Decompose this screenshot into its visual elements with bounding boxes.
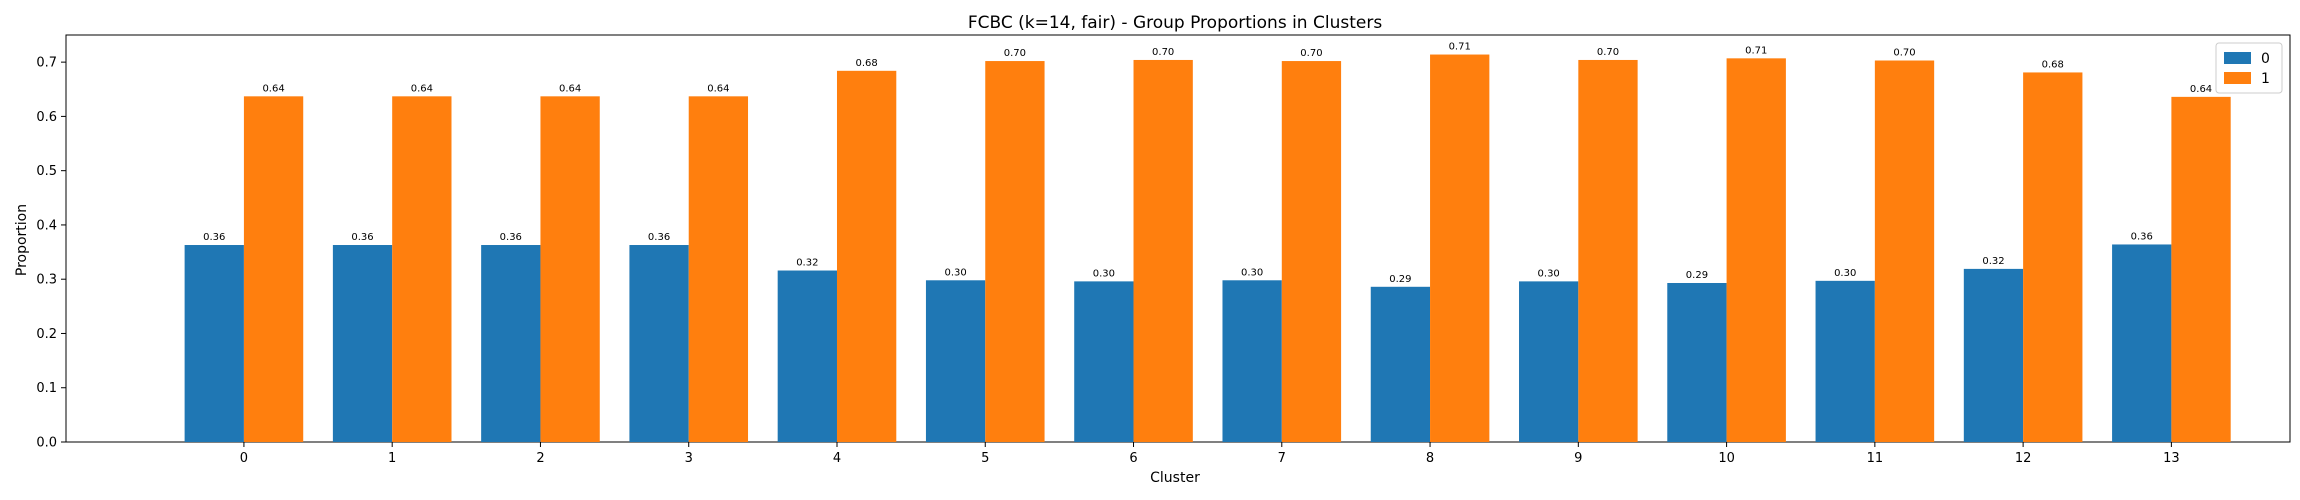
- bar-series-0-cluster-11: [1815, 280, 1875, 442]
- x-tick-label: 1: [388, 451, 396, 466]
- data-label: 0.70: [1597, 47, 1619, 58]
- data-label: 0.68: [2042, 59, 2064, 70]
- chart-title: FCBC (k=14, fair) - Group Proportions in…: [968, 13, 1383, 33]
- x-tick-label: 5: [981, 451, 989, 466]
- data-label: 0.71: [1449, 42, 1471, 53]
- bar-series-1-cluster-6: [1133, 59, 1193, 442]
- legend-label: 1: [2261, 71, 2270, 87]
- y-tick-label: 0.1: [36, 381, 57, 396]
- x-tick-label: 6: [1129, 451, 1137, 466]
- data-label: 0.68: [856, 58, 878, 69]
- x-axis: 0 1 2 3 4 5 6 7 8 9 10 11 12 13: [240, 442, 2180, 466]
- data-label: 0.32: [796, 258, 818, 269]
- x-tick-label: 9: [1574, 451, 1582, 466]
- bar-series-0-cluster-8: [1370, 286, 1431, 442]
- x-tick-label: 8: [1426, 451, 1434, 466]
- bar-series-0-cluster-6: [1074, 281, 1134, 442]
- data-label: 0.29: [1389, 274, 1411, 285]
- bar-series-1-cluster-13: [2171, 96, 2231, 442]
- legend-label: 0: [2261, 51, 2270, 67]
- data-label: 0.36: [2131, 231, 2153, 242]
- x-tick-label: 11: [1867, 451, 1884, 466]
- data-label: 0.30: [1093, 268, 1115, 279]
- bar-series-1-cluster-3: [688, 96, 749, 442]
- y-tick-label: 0.6: [36, 110, 57, 125]
- data-label: 0.71: [1745, 45, 1767, 56]
- x-tick-label: 3: [685, 451, 693, 466]
- bar-series-1-cluster-1: [392, 96, 452, 442]
- bar-series-0-cluster-4: [777, 270, 837, 442]
- bars: 0.36 0.36 0.36 0.36 0.32 0.30 0.30 0.30 0.29 0.30…: [184, 42, 2231, 443]
- data-label: 0.29: [1686, 270, 1708, 281]
- legend-swatch-0: [2224, 52, 2251, 64]
- bar-series-1-cluster-2: [540, 96, 600, 442]
- bar-series-1-cluster-7: [1281, 61, 1342, 442]
- x-tick-label: 10: [1718, 451, 1735, 466]
- bar-series-0-cluster-9: [1519, 281, 1579, 442]
- y-tick-label: 0.5: [36, 164, 57, 179]
- data-label: 0.64: [707, 83, 729, 94]
- data-label: 0.36: [351, 232, 373, 243]
- x-tick-label: 4: [833, 451, 841, 466]
- bar-series-1-cluster-5: [985, 61, 1045, 442]
- bar-series-1-cluster-11: [1874, 60, 1935, 442]
- data-label: 0.30: [944, 267, 966, 278]
- x-tick-label: 13: [2163, 451, 2180, 466]
- data-label: 0.64: [411, 83, 433, 94]
- y-axis: 0.0 0.1 0.2 0.3 0.4 0.5 0.6 0.7: [36, 56, 66, 451]
- x-tick-label: 2: [536, 451, 544, 466]
- data-label: 0.30: [1834, 268, 1856, 279]
- bar-series-0-cluster-3: [629, 245, 689, 442]
- y-tick-label: 0.3: [36, 273, 57, 288]
- y-axis-label: Proportion: [14, 204, 30, 276]
- bar-series-0-cluster-13: [2112, 244, 2172, 442]
- bar-series-1-cluster-12: [2023, 72, 2083, 442]
- bar-series-1-cluster-10: [1726, 58, 1786, 443]
- bar-series-1-cluster-9: [1578, 59, 1638, 442]
- bar-series-0-cluster-12: [1963, 268, 2024, 442]
- data-label: 0.70: [1152, 47, 1174, 58]
- data-label: 0.64: [559, 83, 581, 94]
- data-label: 0.70: [1893, 48, 1915, 59]
- bar-series-0-cluster-7: [1222, 280, 1282, 442]
- bar-series-0-cluster-1: [332, 245, 393, 442]
- y-tick-label: 0.0: [36, 436, 57, 451]
- bar-series-0-cluster-10: [1667, 282, 1727, 442]
- x-axis-label: Cluster: [1150, 470, 1200, 486]
- data-label: 0.70: [1300, 48, 1322, 59]
- bar-series-1-cluster-0: [243, 96, 304, 442]
- y-tick-label: 0.4: [36, 218, 57, 233]
- data-label: 0.32: [1982, 256, 2004, 267]
- x-tick-label: 12: [2015, 451, 2032, 466]
- bar-series-1-cluster-8: [1430, 54, 1490, 442]
- bar-series-0-cluster-2: [481, 245, 541, 442]
- data-label: 0.36: [203, 232, 225, 243]
- legend: 01: [2215, 42, 2283, 94]
- legend-swatch-1: [2224, 72, 2251, 84]
- data-label: 0.64: [2190, 84, 2212, 95]
- data-label: 0.36: [500, 232, 522, 243]
- y-tick-label: 0.7: [36, 56, 57, 71]
- legend-box: [2215, 42, 2283, 94]
- x-tick-label: 7: [1278, 451, 1286, 466]
- data-label: 0.30: [1241, 267, 1263, 278]
- x-tick-label: 0: [240, 451, 248, 466]
- data-label: 0.70: [1004, 48, 1026, 59]
- y-tick-label: 0.2: [36, 327, 57, 342]
- data-label: 0.64: [262, 83, 284, 94]
- data-label: 0.36: [648, 232, 670, 243]
- data-label: 0.30: [1538, 268, 1560, 279]
- bar-series-0-cluster-0: [184, 245, 244, 442]
- bar-series-0-cluster-5: [925, 280, 986, 442]
- bar-series-1-cluster-4: [836, 70, 897, 442]
